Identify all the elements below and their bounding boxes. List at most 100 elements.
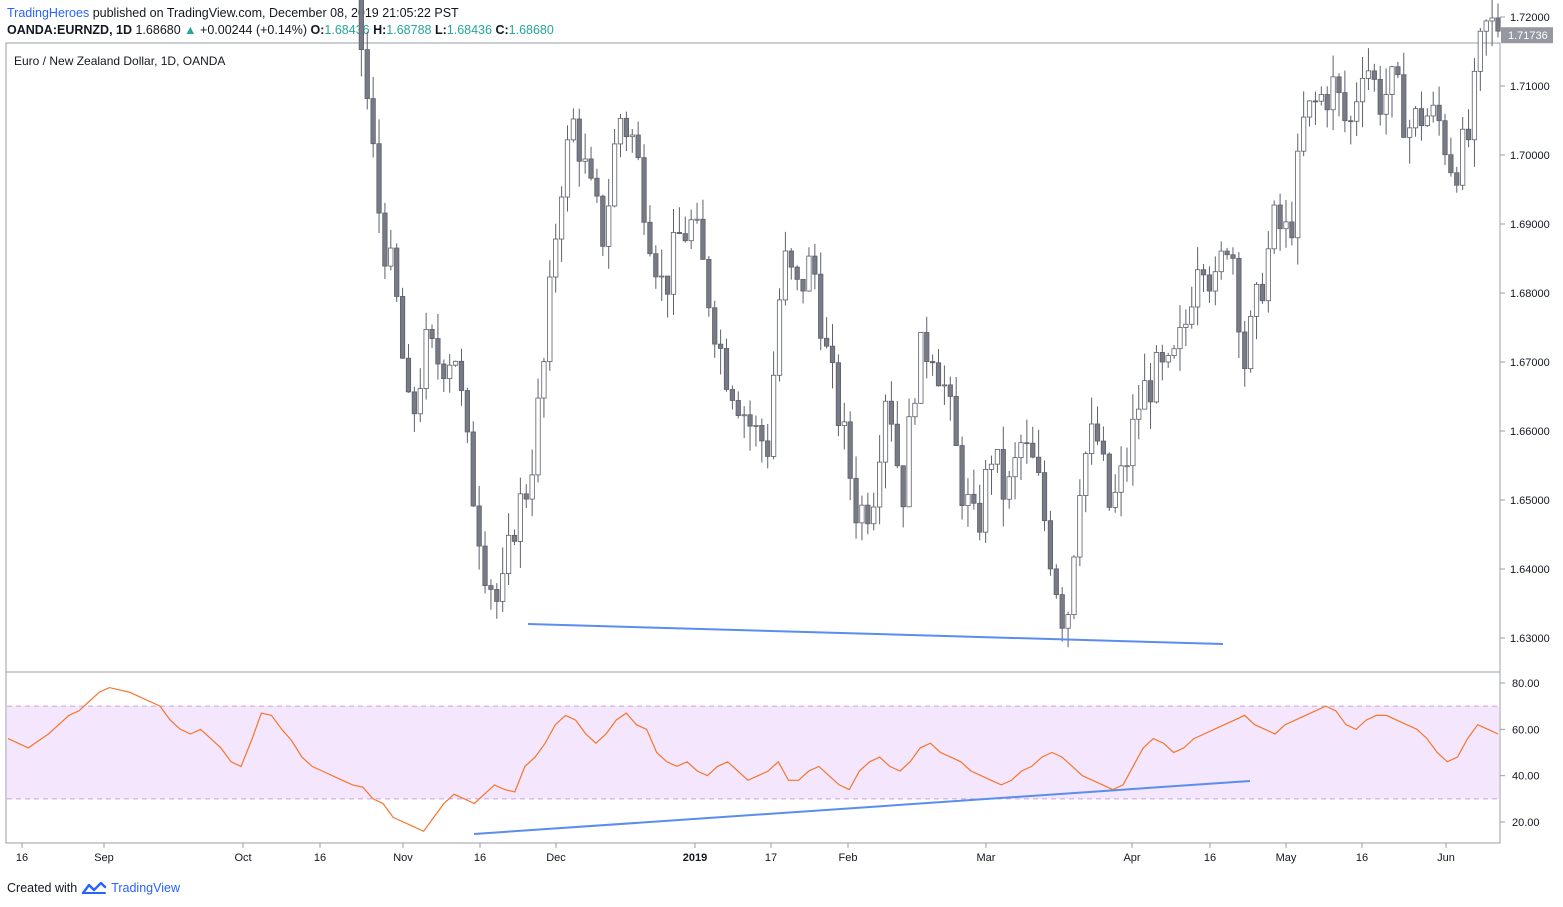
trendlines[interactable] — [473, 623, 1251, 835]
candle-bear — [364, 49, 370, 100]
candle-bear — [788, 250, 794, 268]
candle-bull — [782, 250, 788, 301]
candle-bear — [800, 278, 806, 292]
candle-bull — [1012, 457, 1018, 478]
candle-bull — [1354, 101, 1360, 122]
candle-bear — [935, 362, 942, 387]
price-tick-label: 1.67000 — [1510, 357, 1550, 369]
candle-bull — [1295, 150, 1301, 239]
candle-bear — [947, 384, 953, 397]
candle-bull — [452, 360, 459, 366]
candle-bear — [405, 357, 412, 393]
candle-bear — [429, 328, 435, 339]
candle-bear — [665, 275, 671, 295]
price-tick-label: 1.68000 — [1510, 288, 1550, 300]
candle-bull — [1460, 128, 1466, 186]
candle-bull — [694, 218, 700, 221]
candle-bull — [1383, 94, 1389, 115]
candle-bull — [1071, 556, 1077, 616]
rsi-trendline[interactable] — [473, 780, 1251, 835]
candle-bear — [759, 425, 765, 442]
chart-title: Euro / New Zealand Dollar, 1D, OANDA — [14, 54, 225, 68]
candle-bull — [877, 461, 883, 508]
candle-bull — [1301, 116, 1307, 152]
time-tick-label: 16 — [314, 852, 326, 864]
candle-bull — [771, 374, 777, 457]
candle-bear — [382, 212, 388, 267]
candle-bull — [612, 143, 618, 207]
candle-bear — [829, 345, 836, 364]
candle-bull — [570, 118, 576, 141]
candle-bear — [723, 348, 730, 390]
candle-bear — [888, 400, 894, 425]
rsi-axis[interactable]: 20.00 40.00 60.00 80.00 — [1500, 678, 1540, 829]
candle-bull — [1330, 76, 1336, 111]
candle-bull — [1165, 355, 1171, 363]
time-tick-label: 16 — [16, 852, 28, 864]
candle-bear — [1206, 274, 1213, 292]
symbol-label: OANDA:EURNZD, 1D — [7, 23, 132, 37]
time-tick-label: 17 — [765, 852, 777, 864]
candle-bear — [476, 505, 482, 547]
candle-bull — [983, 469, 989, 533]
candle-bull — [965, 493, 971, 506]
candle-bull — [1018, 442, 1024, 459]
rsi-band-layer — [7, 705, 1499, 800]
tradingview-link[interactable]: TradingView — [111, 881, 180, 895]
time-axis[interactable]: 16 Sep Oct 16 Nov 16 Dec 2019 17 Feb Mar Apr 16 May 16… — [16, 843, 1455, 864]
low-label: L: — [434, 23, 447, 37]
candle-bull — [1212, 271, 1218, 292]
candle-bear — [1047, 520, 1054, 570]
price-axis[interactable]: 1.63000 1.64000 1.65000 1.66000 1.67000 1.680… — [1500, 0, 1553, 645]
candle-bull — [1359, 77, 1366, 103]
candle-bull — [1265, 248, 1271, 302]
candle-bear — [488, 585, 494, 590]
candle-bear — [1436, 104, 1442, 122]
candle-bull — [1130, 418, 1136, 467]
price-trendline[interactable] — [527, 623, 1224, 645]
time-tick-label: 2019 — [683, 852, 707, 864]
candle-bear — [441, 363, 447, 380]
candle-bull — [1218, 250, 1224, 273]
candle-bear — [1236, 257, 1242, 333]
candle-bull — [988, 463, 995, 470]
tradingview-logo-icon — [81, 881, 107, 895]
price-tick-label: 1.72000 — [1510, 12, 1550, 24]
candle-bear — [588, 158, 594, 179]
candle-bear — [458, 360, 465, 391]
candle-bull — [1171, 348, 1177, 356]
candle-bull — [529, 474, 535, 500]
candle-bear — [1324, 94, 1330, 111]
candles — [358, 0, 1501, 648]
candle-bull — [859, 504, 865, 524]
price-tick-label: 1.64000 — [1510, 564, 1550, 576]
chart-frame — [5, 42, 1501, 844]
candle-bear — [735, 400, 741, 417]
candle-bull — [1253, 283, 1260, 317]
publish-info: published on TradingView.com, December 0… — [89, 6, 459, 20]
candle-bull — [606, 205, 612, 247]
candle-bull — [918, 332, 924, 404]
candle-bear — [1401, 74, 1407, 138]
candle-bull — [517, 493, 523, 542]
time-tick-label: 16 — [1356, 852, 1368, 864]
candle-bull — [776, 299, 783, 376]
time-tick-label: Sep — [94, 852, 114, 864]
candle-bear — [394, 247, 400, 297]
candle-bear — [1395, 66, 1401, 76]
candle-bull — [1471, 70, 1478, 141]
candle-bear — [1224, 250, 1230, 256]
time-tick-label: Oct — [234, 852, 251, 864]
author-link[interactable]: TradingHeroes — [7, 6, 90, 20]
rsi-line — [7, 686, 1499, 833]
candle-bull — [541, 361, 547, 399]
high-label: H: — [373, 23, 387, 37]
candle-bull — [1430, 104, 1436, 117]
candle-bull — [535, 397, 541, 476]
rsi-line-layer — [7, 686, 1499, 833]
candle-bear — [706, 259, 712, 309]
candle-bear — [1094, 423, 1101, 442]
last-price-tag — [1501, 27, 1553, 44]
candle-bear — [653, 253, 659, 278]
